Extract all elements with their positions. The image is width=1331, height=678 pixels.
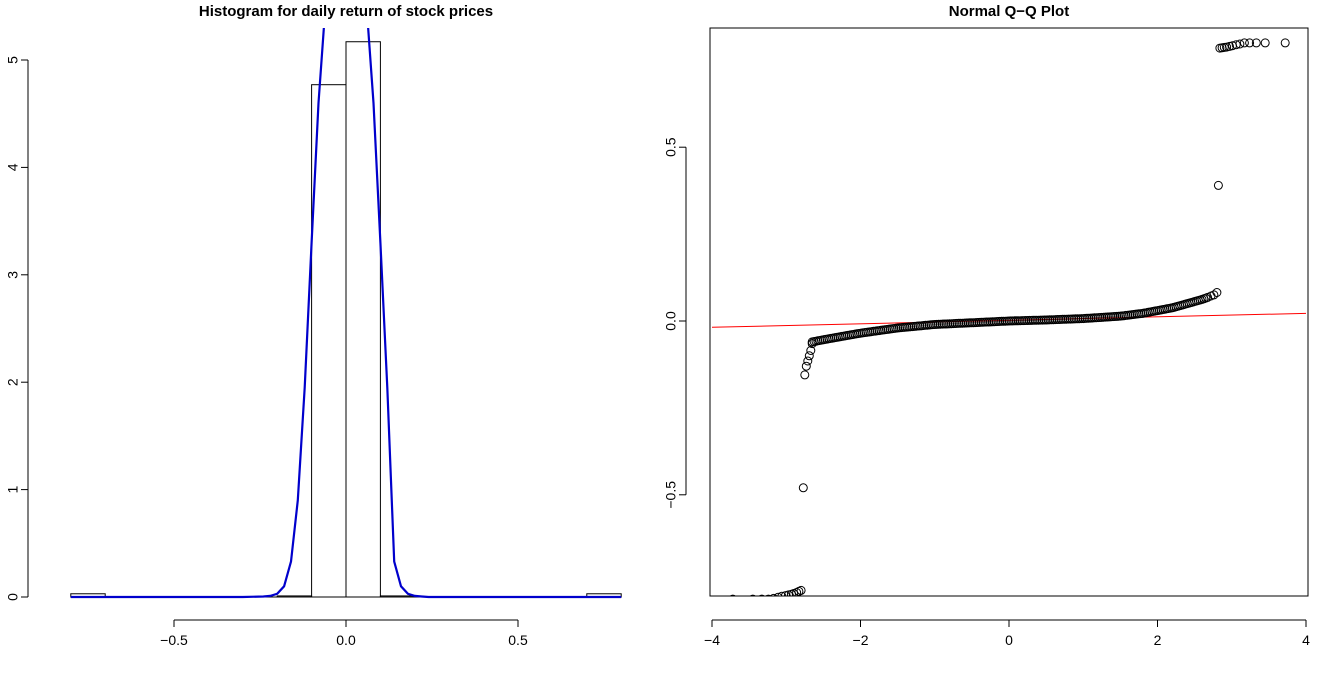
qq-points xyxy=(729,39,1289,603)
histogram-x-tick-label: 0.5 xyxy=(508,632,528,648)
qq-y-axis: −0.5 0.0 0.5 xyxy=(663,137,686,508)
qq-point xyxy=(799,484,807,492)
qq-y-tick-label: −0.5 xyxy=(663,481,679,509)
histogram-bar xyxy=(380,596,414,597)
histogram-title: Histogram for daily return of stock pric… xyxy=(199,3,493,20)
histogram-bars xyxy=(71,42,621,597)
qq-plot-panel: Normal Q−Q Plot −4 −2 0 2 4 −0.5 0.0 0.5 xyxy=(663,3,1310,648)
qq-point xyxy=(1261,39,1269,47)
histogram-y-tick-label: 1 xyxy=(5,485,21,493)
qq-y-tick-label: 0.0 xyxy=(663,311,679,331)
histogram-x-tick-label: 0.0 xyxy=(336,632,356,648)
qq-x-tick-label: 4 xyxy=(1302,632,1310,648)
histogram-y-tick-label: 3 xyxy=(5,271,21,279)
histogram-x-axis: −0.5 0.0 0.5 xyxy=(160,620,528,648)
histogram-y-tick-label: 2 xyxy=(5,378,21,386)
qq-point xyxy=(787,590,795,598)
histogram-bar xyxy=(277,596,311,597)
qq-point xyxy=(1214,181,1222,189)
qq-x-tick-label: 0 xyxy=(1005,632,1013,648)
qq-x-axis: −4 −2 0 2 4 xyxy=(704,620,1310,648)
qq-plot-frame xyxy=(710,28,1308,596)
histogram-y-axis: 0 1 2 3 4 5 xyxy=(5,56,28,601)
qq-y-tick-label: 0.5 xyxy=(663,137,679,157)
qq-x-tick-label: −4 xyxy=(704,632,720,648)
histogram-y-tick-label: 0 xyxy=(5,593,21,601)
histogram-panel: Histogram for daily return of stock pric… xyxy=(5,0,621,648)
histogram-bar xyxy=(312,85,346,597)
histogram-x-tick-label: −0.5 xyxy=(160,632,188,648)
histogram-y-tick-label: 4 xyxy=(5,163,21,171)
qq-point xyxy=(801,371,809,379)
qq-x-tick-label: 2 xyxy=(1154,632,1162,648)
qq-plot-title: Normal Q−Q Plot xyxy=(949,3,1069,20)
histogram-y-tick-label: 5 xyxy=(5,56,21,64)
qq-point xyxy=(802,362,810,370)
qq-point xyxy=(805,352,813,360)
qq-point xyxy=(804,357,812,365)
qq-x-tick-label: −2 xyxy=(853,632,869,648)
qq-point xyxy=(1281,39,1289,47)
